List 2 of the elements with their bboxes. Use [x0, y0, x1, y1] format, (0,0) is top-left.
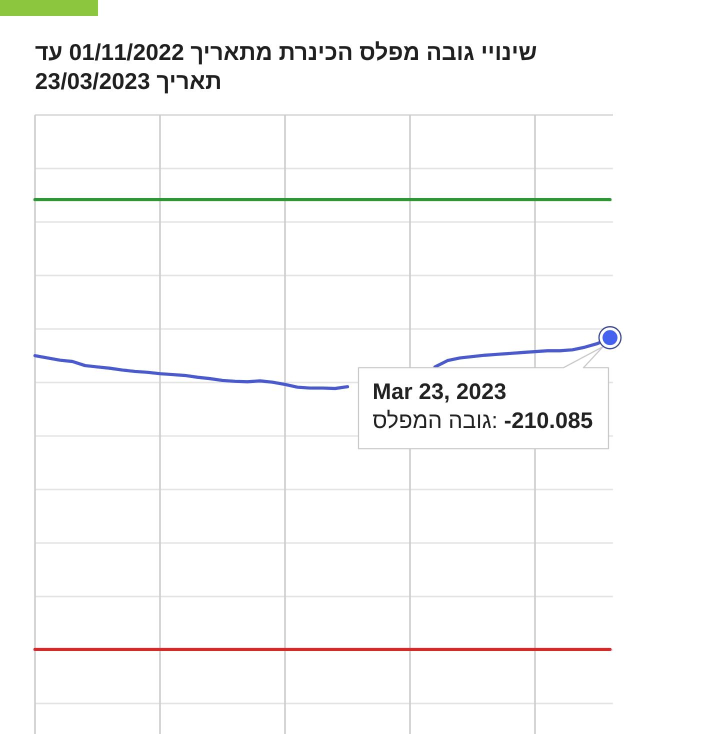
chart-title: שינויי גובה מפלס הכינרת מתאריך 01/11/2022 עד תאריך 23/03/2023	[35, 38, 538, 96]
annotation: Mar 23, 2023	[372, 378, 508, 406]
